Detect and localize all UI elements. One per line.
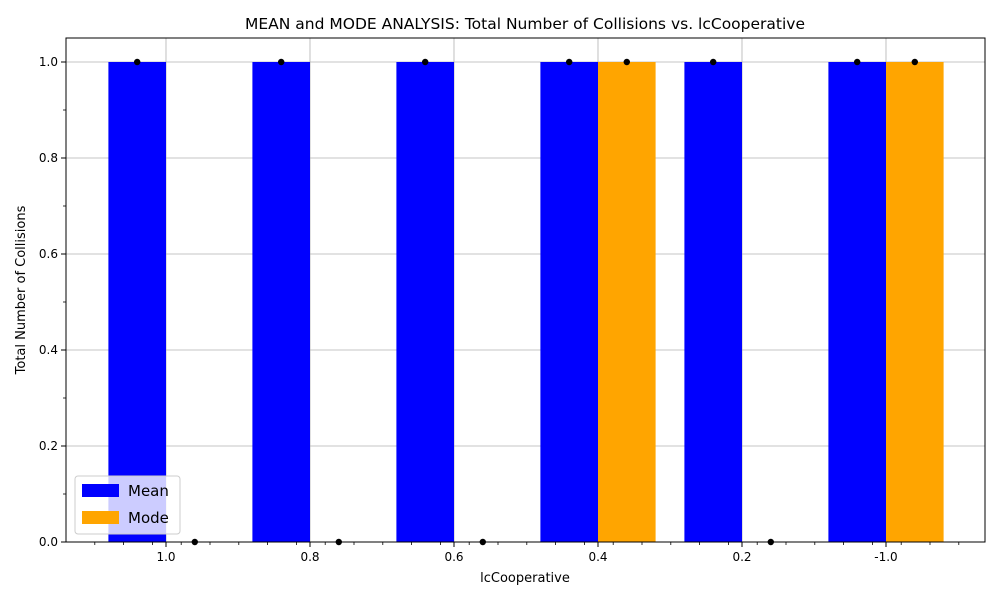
x-tick-label: 1.0: [156, 550, 175, 564]
legend-swatch-mode: [82, 511, 119, 524]
point-markers: [134, 58, 918, 546]
x-axis-title: lcCooperative: [480, 571, 570, 586]
plot-frame: [65, 37, 986, 543]
point-mean-0: [134, 58, 141, 66]
point-mean-1: [278, 58, 285, 66]
legend-label-mean: Mean: [128, 482, 169, 500]
bar-mean-2: [396, 62, 454, 542]
y-tick-label: 0.2: [39, 439, 58, 453]
bar-mean-4: [684, 62, 742, 542]
x-tick-label: 0.6: [444, 550, 463, 564]
legend: Mean Mode: [74, 475, 181, 535]
bar-mode-3: [598, 62, 656, 542]
bar-mode-5: [886, 62, 944, 542]
chart-title: MEAN and MODE ANALYSIS: Total Number of …: [245, 15, 805, 33]
y-axis-title: Total Number of Collisions: [14, 205, 29, 375]
y-tick-label: 0.0: [39, 535, 58, 549]
point-mean-3: [566, 58, 573, 66]
x-tick-label: -1.0: [874, 550, 897, 564]
point-mean-5: [854, 58, 861, 66]
legend-swatch-mean: [82, 484, 119, 497]
x-tick-label: 0.8: [300, 550, 319, 564]
x-tick-label: 0.2: [732, 550, 751, 564]
point-mode-5: [911, 58, 918, 66]
point-mode-3: [623, 58, 630, 66]
bar-mean-5: [828, 62, 886, 542]
point-mean-4: [710, 58, 717, 66]
legend-label-mode: Mode: [128, 509, 169, 527]
x-tick-label: 0.4: [588, 550, 607, 564]
bar-mean-0: [108, 62, 166, 542]
y-tick-label: 1.0: [39, 55, 58, 69]
bars: [108, 62, 944, 542]
y-tick-label: 0.8: [39, 151, 58, 165]
y-tick-label: 0.6: [39, 247, 58, 261]
point-mean-2: [422, 58, 429, 66]
y-tick-label: 0.4: [39, 343, 58, 357]
axis-ticks: 0.0 0.2 0.4 0.6 0.8 1.0 1.0 0.8 0.6 0.4 0.2 -1.0: [39, 55, 960, 564]
bar-mean-3: [540, 62, 598, 542]
bar-mean-1: [252, 62, 310, 542]
